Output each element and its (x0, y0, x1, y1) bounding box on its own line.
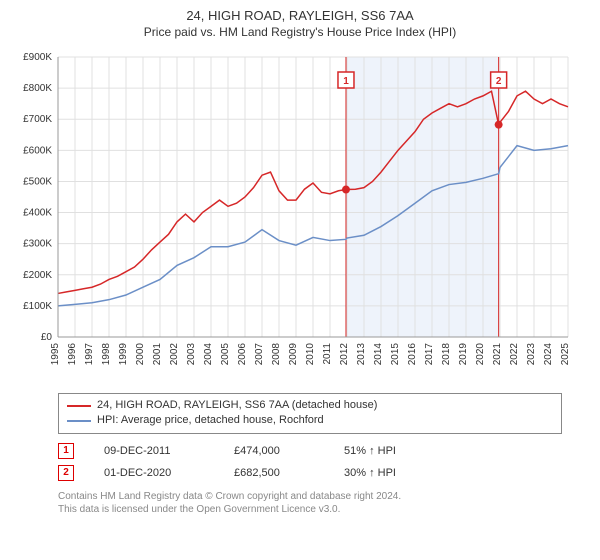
chart-container: £0 £100K £200K £300K £400K £500K £600K £700K £80… (8, 47, 592, 387)
legend-row: HPI: Average price, detached house, Roch… (67, 413, 553, 428)
svg-text:2020: 2020 (475, 343, 486, 366)
svg-text:£500K: £500K (23, 176, 52, 187)
svg-text:2014: 2014 (373, 343, 384, 366)
svg-text:2007: 2007 (254, 343, 265, 366)
svg-text:2008: 2008 (271, 343, 282, 366)
legend-label: HPI: Average price, detached house, Roch… (97, 413, 324, 428)
chart-title: 24, HIGH ROAD, RAYLEIGH, SS6 7AA (8, 8, 592, 23)
legend-swatch (67, 405, 91, 407)
svg-text:2011: 2011 (322, 343, 333, 365)
marker-date: 09-DEC-2011 (104, 445, 204, 457)
footer-text: Contains HM Land Registry data © Crown c… (58, 490, 562, 516)
marker-diff: 51% ↑ HPI (344, 445, 444, 457)
svg-text:1996: 1996 (67, 343, 78, 366)
svg-text:£900K: £900K (23, 52, 52, 63)
svg-text:2021: 2021 (492, 343, 503, 366)
svg-text:2025: 2025 (560, 343, 571, 366)
svg-text:2000: 2000 (135, 343, 146, 366)
svg-text:2006: 2006 (237, 343, 248, 366)
marker-row: 1 09-DEC-2011 £474,000 51% ↑ HPI (58, 440, 562, 462)
svg-text:£700K: £700K (23, 114, 52, 125)
svg-text:2: 2 (496, 76, 502, 87)
svg-text:1995: 1995 (50, 343, 61, 366)
marker-id-box: 1 (58, 443, 74, 459)
svg-text:£600K: £600K (23, 145, 52, 156)
legend-label: 24, HIGH ROAD, RAYLEIGH, SS6 7AA (detach… (97, 398, 377, 413)
svg-text:1999: 1999 (118, 343, 129, 366)
legend-swatch (67, 420, 91, 422)
footer-line-2: This data is licensed under the Open Gov… (58, 503, 562, 516)
price-chart: £0 £100K £200K £300K £400K £500K £600K £700K £80… (8, 47, 588, 387)
marker-price: £682,500 (234, 467, 314, 479)
marker-diff: 30% ↑ HPI (344, 467, 444, 479)
chart-subtitle: Price paid vs. HM Land Registry's House … (8, 25, 592, 39)
marker-price: £474,000 (234, 445, 314, 457)
svg-text:2002: 2002 (169, 343, 180, 366)
svg-text:1: 1 (343, 76, 349, 87)
svg-text:2009: 2009 (288, 343, 299, 366)
marker-date: 01-DEC-2020 (104, 467, 204, 479)
svg-text:2012: 2012 (339, 343, 350, 366)
footer-line-1: Contains HM Land Registry data © Crown c… (58, 490, 562, 503)
svg-text:£800K: £800K (23, 83, 52, 94)
svg-text:2001: 2001 (152, 343, 163, 366)
svg-text:2005: 2005 (220, 343, 231, 366)
svg-text:1997: 1997 (84, 343, 95, 366)
svg-text:2018: 2018 (441, 343, 452, 366)
legend: 24, HIGH ROAD, RAYLEIGH, SS6 7AA (detach… (58, 393, 562, 434)
svg-text:£400K: £400K (23, 208, 52, 219)
svg-text:2023: 2023 (526, 343, 537, 366)
svg-text:2004: 2004 (203, 343, 214, 366)
marker-row: 2 01-DEC-2020 £682,500 30% ↑ HPI (58, 462, 562, 484)
marker-table: 1 09-DEC-2011 £474,000 51% ↑ HPI 2 01-DEC-202… (58, 440, 562, 484)
svg-text:2019: 2019 (458, 343, 469, 366)
svg-text:£100K: £100K (23, 301, 52, 312)
svg-text:£200K: £200K (23, 270, 52, 281)
svg-text:2017: 2017 (424, 343, 435, 366)
svg-text:2010: 2010 (305, 343, 316, 366)
svg-text:2024: 2024 (543, 343, 554, 366)
svg-text:2013: 2013 (356, 343, 367, 366)
svg-text:£300K: £300K (23, 239, 52, 250)
svg-text:2003: 2003 (186, 343, 197, 366)
svg-text:2022: 2022 (509, 343, 520, 366)
svg-text:2015: 2015 (390, 343, 401, 366)
marker-id-box: 2 (58, 465, 74, 481)
svg-text:1998: 1998 (101, 343, 112, 366)
svg-text:£0: £0 (41, 332, 53, 343)
legend-row: 24, HIGH ROAD, RAYLEIGH, SS6 7AA (detach… (67, 398, 553, 413)
svg-text:2016: 2016 (407, 343, 418, 366)
